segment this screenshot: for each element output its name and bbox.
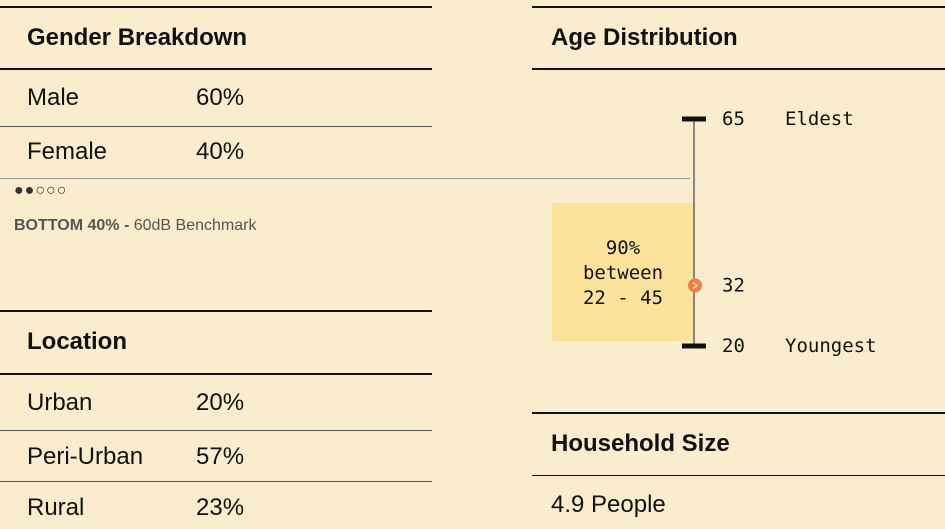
- age-name: Eldest: [785, 108, 854, 130]
- age-label: 32: [722, 274, 745, 296]
- divider: [0, 126, 432, 127]
- section-title: Location: [27, 328, 127, 355]
- rule: [532, 412, 945, 414]
- household-value: 4.9 People: [551, 491, 666, 518]
- divider: [0, 430, 432, 431]
- row-value: 60%: [196, 84, 245, 111]
- age-marker: [688, 278, 702, 293]
- divider: [0, 178, 690, 179]
- age-label: 20: [722, 335, 745, 357]
- range-share: 90%: [605, 237, 641, 259]
- rule: [532, 68, 945, 70]
- rule: [532, 6, 945, 8]
- marker-arrow: [692, 281, 699, 290]
- age-label: 65: [722, 108, 745, 130]
- row-label: Male: [27, 84, 80, 111]
- section-title: Gender Breakdown: [27, 24, 248, 51]
- row-value: 57%: [196, 443, 245, 470]
- range-box: [552, 203, 694, 341]
- row-label: Urban: [27, 389, 93, 416]
- row-label: Female: [27, 138, 108, 165]
- rule: [0, 68, 432, 70]
- rule: [0, 310, 432, 312]
- row-label: Rural: [27, 494, 85, 521]
- row-value: 23%: [196, 494, 245, 521]
- section-title: Household Size: [551, 430, 730, 457]
- row-label: Peri-Urban: [27, 443, 144, 470]
- row-value: 20%: [196, 389, 245, 416]
- section-title: Age Distribution: [551, 24, 738, 51]
- rule: [0, 373, 432, 375]
- note-bold: BOTTOM 40% -: [14, 217, 130, 234]
- range-text: 22 - 45: [582, 287, 664, 309]
- rule: [0, 6, 432, 8]
- age-name: Youngest: [785, 335, 877, 357]
- rating: ●●○○○: [14, 182, 68, 199]
- divider: [532, 475, 945, 476]
- row-value: 40%: [196, 138, 245, 165]
- range-word: between: [582, 262, 664, 284]
- divider: [0, 481, 432, 482]
- note: 60dB Benchmark: [133, 217, 257, 234]
